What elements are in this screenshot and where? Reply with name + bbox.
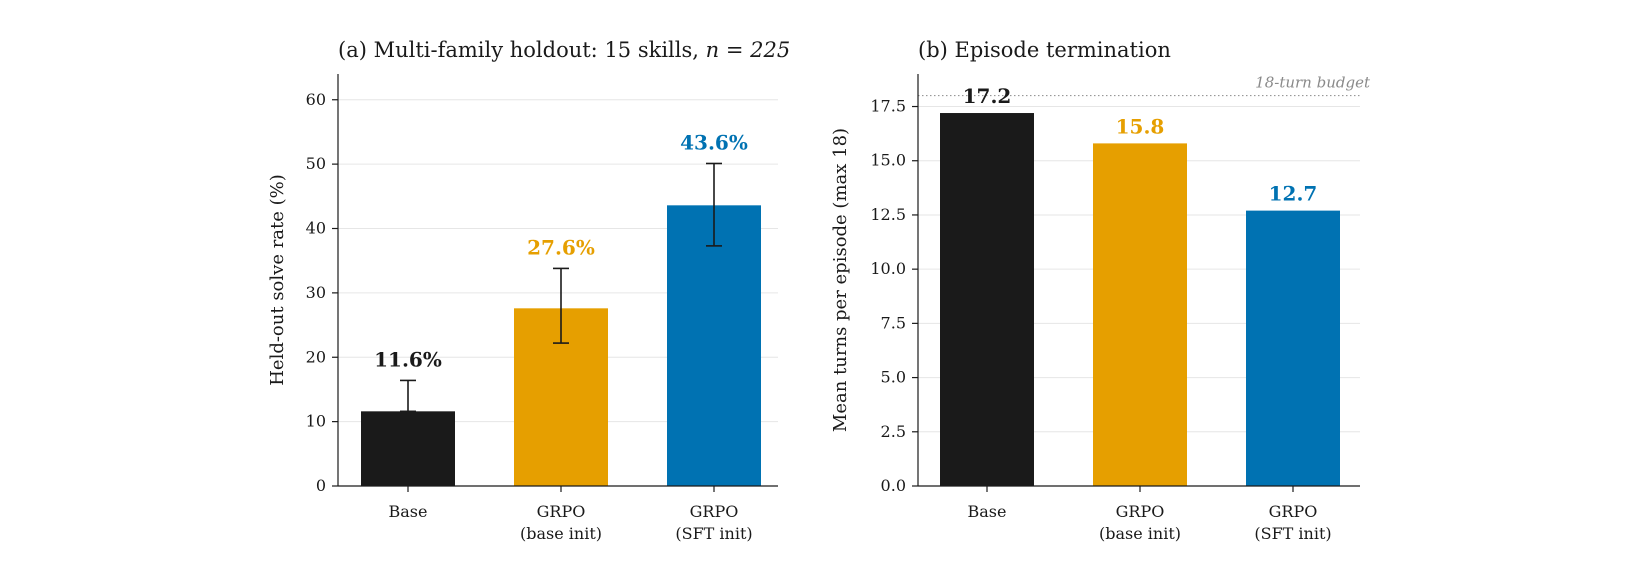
x-tick-label-line2: (SFT init) [1254,524,1331,543]
y-tick-label: 10 [306,412,326,431]
value-label: 43.6% [680,130,748,154]
bar-a-1 [361,411,455,486]
x-tick-label: Base [389,502,428,521]
x-tick-label: Base [968,502,1007,521]
y-tick-label: 50 [306,154,326,173]
chart-panel-b: 0.0 2.5 5.0 7.5 10.0 12.5 15.0 17.5 18-turn budg… [830,38,1371,543]
bar-b-3 [1246,210,1340,486]
y-tick-label: 10.0 [870,259,906,278]
y-tick-label: 2.5 [881,422,906,441]
y-tick-label: 15.0 [870,151,906,170]
chart-panel-a: 0 10 20 30 40 50 60 11.6% Base 27.6% GRPO (base ini… [267,38,790,543]
y-axis-label: Mean turns per episode (max 18) [830,128,851,432]
y-tick-label: 0.0 [881,476,906,495]
bar-b-1 [940,113,1034,486]
x-tick-label: GRPO [1116,502,1165,521]
y-axis-label: Held-out solve rate (%) [267,174,288,386]
value-label: 27.6% [527,235,595,259]
reference-line-label: 18-turn budget [1255,74,1371,92]
value-label: 17.2 [963,84,1012,108]
bar-b-2 [1093,143,1187,487]
y-tick-label: 40 [306,219,326,238]
bar-a-3 [667,205,761,486]
y-tick-label: 5.0 [881,368,906,387]
value-label: 15.8 [1116,114,1165,138]
y-tick-label: 30 [306,283,326,302]
x-tick-label-line2: (SFT init) [675,524,752,543]
chart-title: (b) Episode termination [918,38,1171,62]
value-label: 11.6% [374,347,442,371]
chart-title: (a) Multi-family holdout: 15 skills, n =… [338,38,790,62]
x-tick-label-line2: (base init) [1099,524,1181,543]
value-label: 12.7 [1269,182,1318,206]
y-tick-label: 12.5 [870,205,906,224]
x-tick-label-line2: (base init) [520,524,602,543]
y-tick-label: 20 [306,347,326,366]
x-tick-label: GRPO [537,502,586,521]
y-tick-label: 7.5 [881,313,906,332]
y-tick-label: 17.5 [870,97,906,116]
y-tick-label: 0 [316,476,326,495]
x-tick-label: GRPO [690,502,739,521]
x-tick-label: GRPO [1269,502,1318,521]
y-tick-label: 60 [306,90,326,109]
